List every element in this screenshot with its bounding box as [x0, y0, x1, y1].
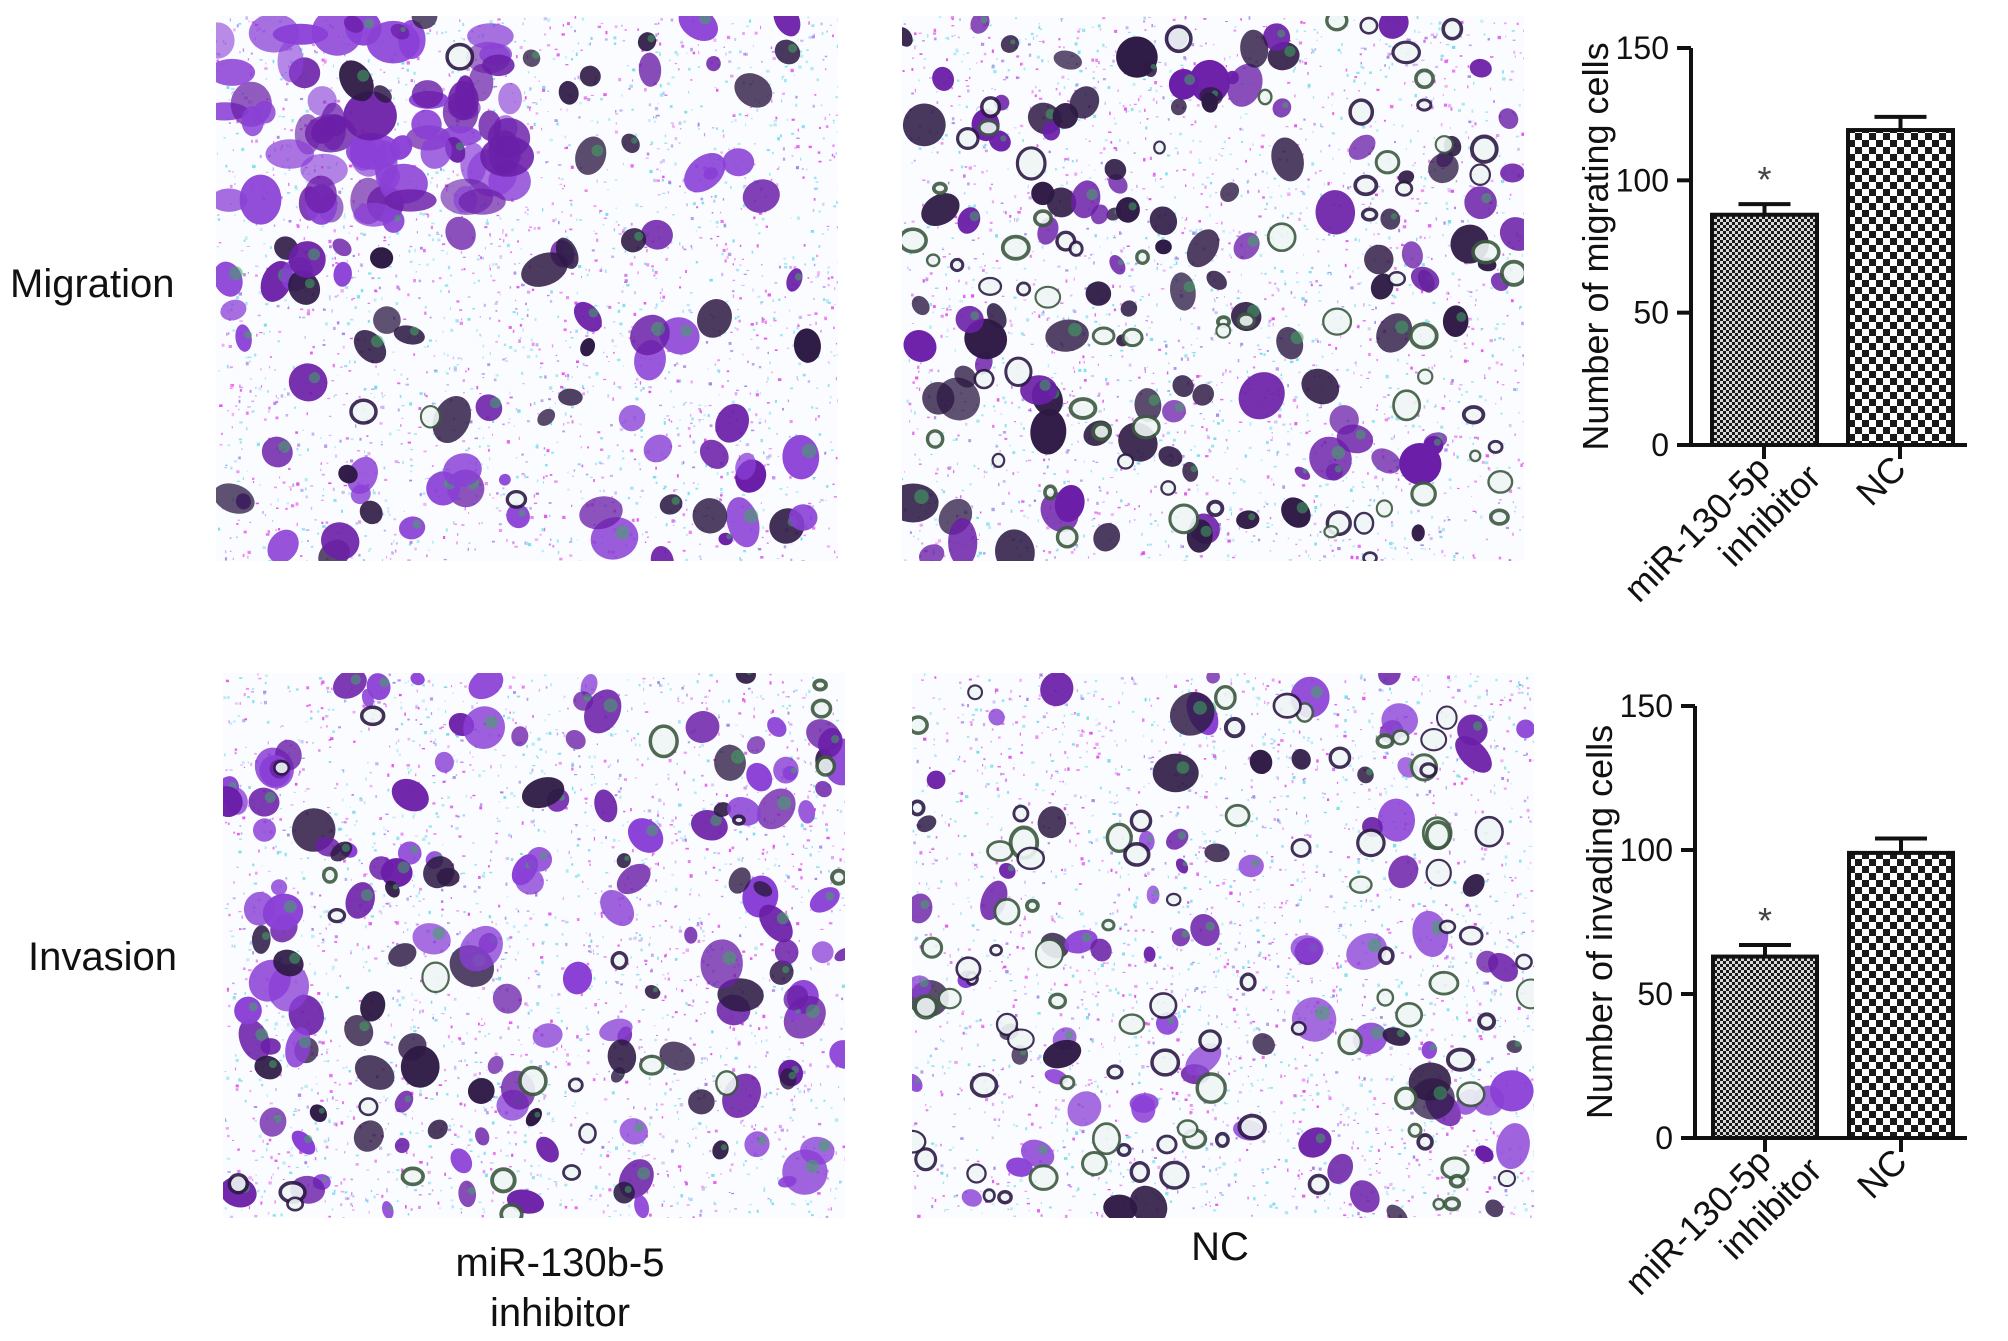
- y-axis-label: Number of migrating cells: [1575, 42, 1616, 450]
- column-label-inhibitor-line2: inhibitor: [489, 1291, 631, 1335]
- micrograph-invasion-inhibitor: [223, 673, 845, 1218]
- x-category-label-line: NC: [1849, 1141, 1915, 1207]
- bar-chart-invasion: 0 50 100 150 Number of invading cells * miR-13…: [1540, 670, 2008, 1341]
- micrograph-texture: [223, 673, 845, 1218]
- y-tick-label: 150: [1620, 688, 1673, 724]
- significance-marker: *: [1758, 900, 1772, 941]
- y-axis-label: Number of invading cells: [1579, 725, 1620, 1119]
- bar: [1847, 850, 1955, 1140]
- y-tick-label: 100: [1616, 162, 1669, 198]
- column-label-nc: NC: [1191, 1225, 1249, 1269]
- micrograph-migration-inhibitor: [216, 16, 838, 561]
- bar: [1710, 212, 1819, 447]
- micrograph-migration-nc: [902, 16, 1524, 561]
- micrograph-texture: [216, 16, 838, 561]
- column-label-inhibitor: miR-130b-5 inhibitor: [400, 1238, 720, 1338]
- y-tick-label: 100: [1620, 832, 1673, 868]
- bar-chart-migration: 0 50 100 150 Number of migrating cells * miR-1…: [1540, 0, 2008, 670]
- y-tick-label: 150: [1616, 30, 1669, 66]
- x-category-label: NC: [1848, 448, 1914, 514]
- x-category-label-line: NC: [1848, 448, 1914, 514]
- y-tick-label: 50: [1633, 295, 1669, 331]
- x-category-label: NC: [1849, 1141, 1915, 1207]
- y-tick-label: 0: [1651, 427, 1669, 463]
- bar: [1711, 954, 1819, 1140]
- row-label-invasion: Invasion: [28, 935, 177, 979]
- bar: [1846, 128, 1955, 447]
- significance-marker: *: [1757, 159, 1771, 200]
- row-label-migration: Migration: [10, 262, 175, 306]
- y-tick-label: 50: [1637, 976, 1673, 1012]
- micrograph-texture: [902, 16, 1524, 561]
- micrograph-texture: [912, 673, 1534, 1218]
- column-label-inhibitor-line1: miR-130b-5: [455, 1241, 665, 1285]
- y-tick-label: 0: [1655, 1120, 1673, 1156]
- micrograph-invasion-nc: [912, 673, 1534, 1218]
